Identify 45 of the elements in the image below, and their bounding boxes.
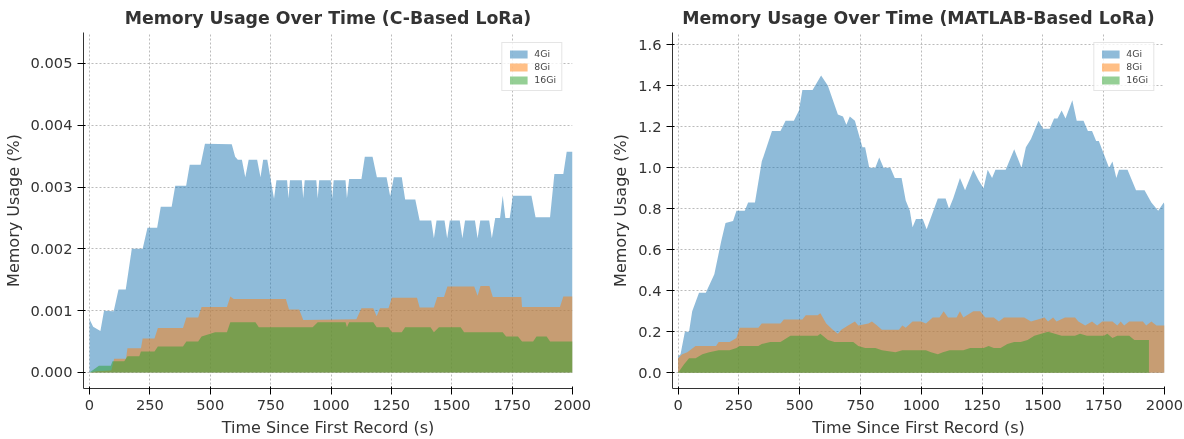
legend-label: 8Gi <box>1126 61 1144 72</box>
y-tick-label: 0.8 <box>638 199 662 217</box>
x-tick-label: 1750 <box>493 395 531 413</box>
x-tick-label: 1500 <box>1024 395 1062 413</box>
y-tick-label: 0.6 <box>638 240 662 258</box>
y-tick-label: 1.4 <box>638 76 662 94</box>
chart-title: Memory Usage Over Time (C-Based LoRa) <box>124 7 532 28</box>
y-tick-label: 0.4 <box>638 281 662 299</box>
y-axis-title: Memory Usage (%) <box>3 134 23 287</box>
x-axis-title: Time Since First Record (s) <box>811 417 1025 437</box>
x-tick-label: 750 <box>846 395 875 413</box>
y-tick-label: 0.005 <box>30 54 73 72</box>
legend-label: 4Gi <box>1126 48 1144 59</box>
x-tick-label: 1000 <box>312 395 350 413</box>
y-tick-label: 0.003 <box>30 178 73 196</box>
legend-label: 8Gi <box>534 61 552 72</box>
x-tick-label: 0 <box>673 395 683 413</box>
x-axis-title: Time Since First Record (s) <box>220 417 435 437</box>
x-tick-label: 250 <box>135 395 164 413</box>
legend-label: 16Gi <box>1126 74 1148 85</box>
y-tick-label: 0.0 <box>638 363 662 381</box>
x-tick-label: 250 <box>724 395 753 413</box>
y-axis-title: Memory Usage (%) <box>611 134 631 287</box>
x-tick-label: 1250 <box>963 395 1001 413</box>
x-tick-label: 1750 <box>1085 395 1123 413</box>
x-tick-label: 750 <box>256 395 285 413</box>
x-tick-label: 2000 <box>553 395 592 413</box>
y-tick-label: 0.004 <box>30 116 73 134</box>
y-tick-label: 1.0 <box>638 158 662 176</box>
y-tick-label: 0.2 <box>638 322 662 340</box>
y-tick-label: 0.001 <box>30 301 73 319</box>
x-tick-label: 1250 <box>372 395 411 413</box>
y-tick-label: 1.6 <box>638 35 662 53</box>
y-tick-label: 0.002 <box>30 239 73 257</box>
y-tick-label: 0.000 <box>30 363 73 381</box>
x-tick-label: 2000 <box>1145 395 1184 413</box>
chart-title: Memory Usage Over Time (MATLAB-Based LoRa) <box>682 7 1155 28</box>
x-tick-label: 500 <box>196 395 225 413</box>
x-tick-label: 500 <box>785 395 814 413</box>
legend-label: 4Gi <box>534 48 552 59</box>
x-tick-label: 1000 <box>902 395 940 413</box>
x-tick-label: 1500 <box>433 395 471 413</box>
x-tick-label: 0 <box>84 395 95 413</box>
legend-label: 16Gi <box>534 74 556 85</box>
y-tick-label: 1.2 <box>638 117 662 135</box>
